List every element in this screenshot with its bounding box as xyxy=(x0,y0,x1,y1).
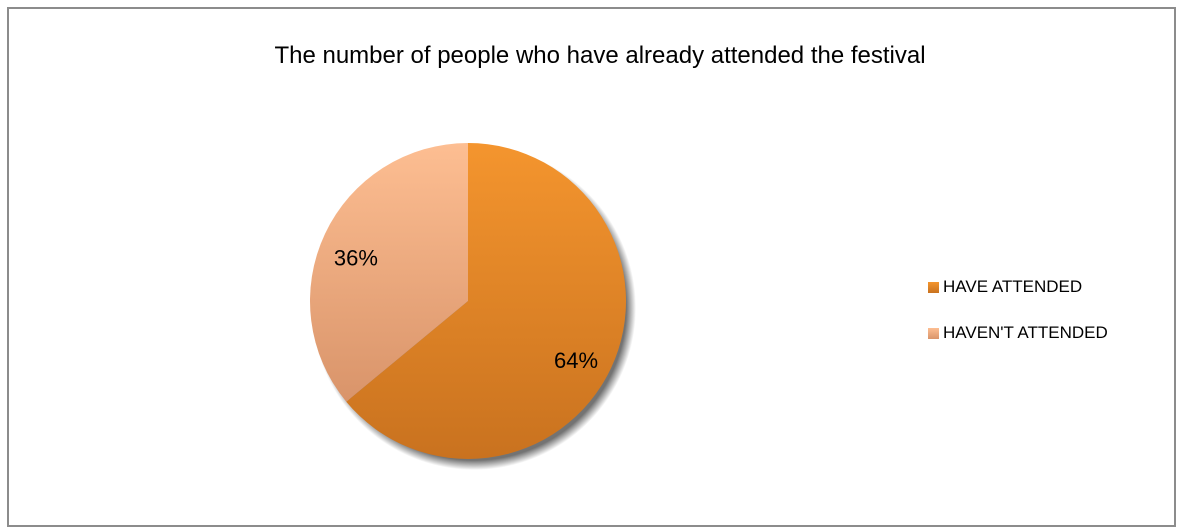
pie-chart: 64% 36% xyxy=(310,143,636,470)
legend-swatch-have-attended xyxy=(928,281,939,293)
chart-title: The number of people who have already at… xyxy=(274,42,926,69)
legend-item-have-attended: HAVE ATTENDED xyxy=(928,274,1108,300)
pie-slice-have-attended xyxy=(346,143,627,460)
pie-slice-haven-t-attended xyxy=(310,143,468,402)
legend-swatch-havent-attended xyxy=(928,327,939,339)
legend-item-havent-attended: HAVEN'T ATTENDED xyxy=(928,320,1108,346)
data-label-haven-t-attended: 36% xyxy=(334,246,378,271)
legend-label-have-attended: HAVE ATTENDED xyxy=(943,277,1083,296)
legend: HAVE ATTENDED HAVEN'T ATTENDED xyxy=(928,274,1108,366)
legend-label-havent-attended: HAVEN'T ATTENDED xyxy=(943,323,1108,342)
data-label-have-attended: 64% xyxy=(554,348,598,373)
